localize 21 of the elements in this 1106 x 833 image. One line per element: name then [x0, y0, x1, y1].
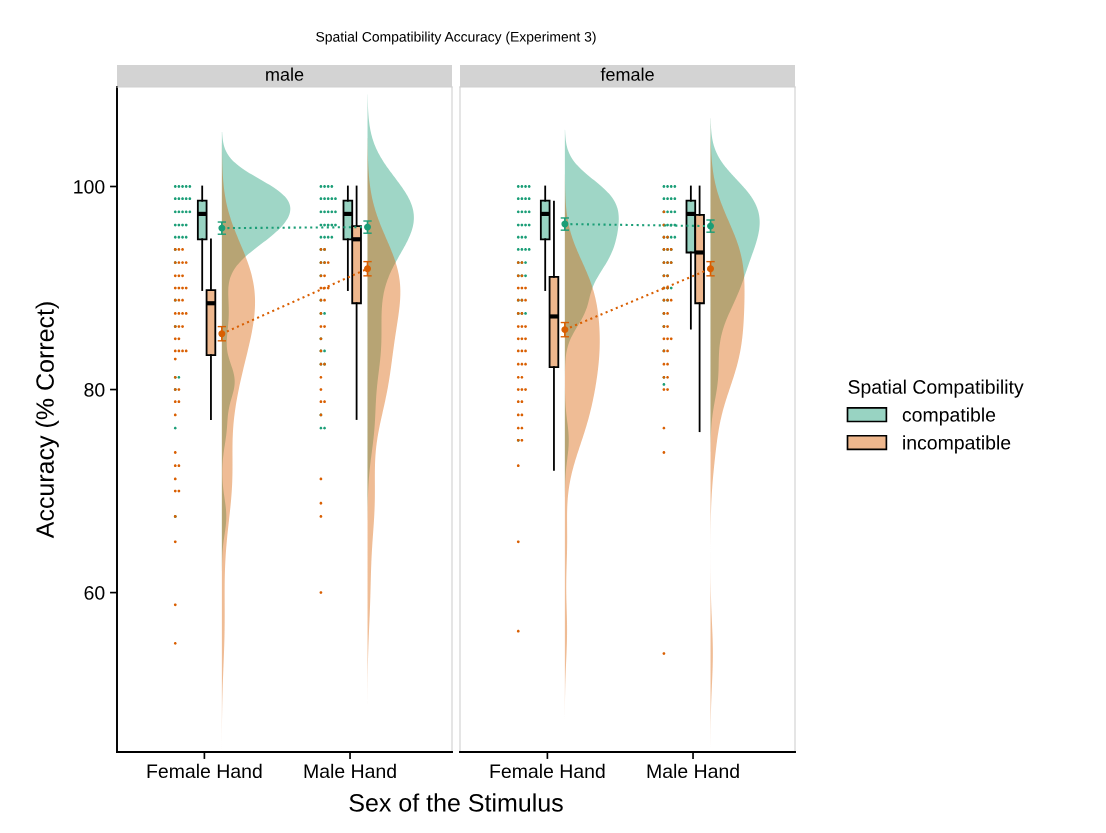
text: Spatial Compatibility Accuracy (Experiment 3) [316, 31, 596, 45]
x-axis-title: Sex of the Stimulus [349, 793, 563, 812]
legend-label: compatible [902, 407, 996, 426]
x-tick-label: Male Hand [304, 763, 396, 779]
point [364, 265, 371, 273]
legend-label: incompatible [903, 435, 1011, 454]
legend-title: Spatial Compatibility [848, 379, 1024, 398]
point [218, 330, 226, 338]
chart-title: male [266, 67, 304, 81]
y-tick-label: 100 [74, 179, 105, 194]
point [364, 223, 371, 231]
y-tick-label: 60 [84, 586, 105, 600]
chart-title: female [600, 67, 654, 81]
point [218, 224, 226, 232]
x-tick-label: Female Hand [147, 763, 262, 779]
x-tick-label: Male Hand [647, 763, 739, 779]
point [707, 265, 714, 273]
y-axis-title: Accuracy (% Correct) [35, 302, 59, 539]
point [561, 326, 569, 334]
y-tick-label: 80 [84, 383, 105, 397]
x-tick-label: Female Hand [490, 763, 605, 779]
